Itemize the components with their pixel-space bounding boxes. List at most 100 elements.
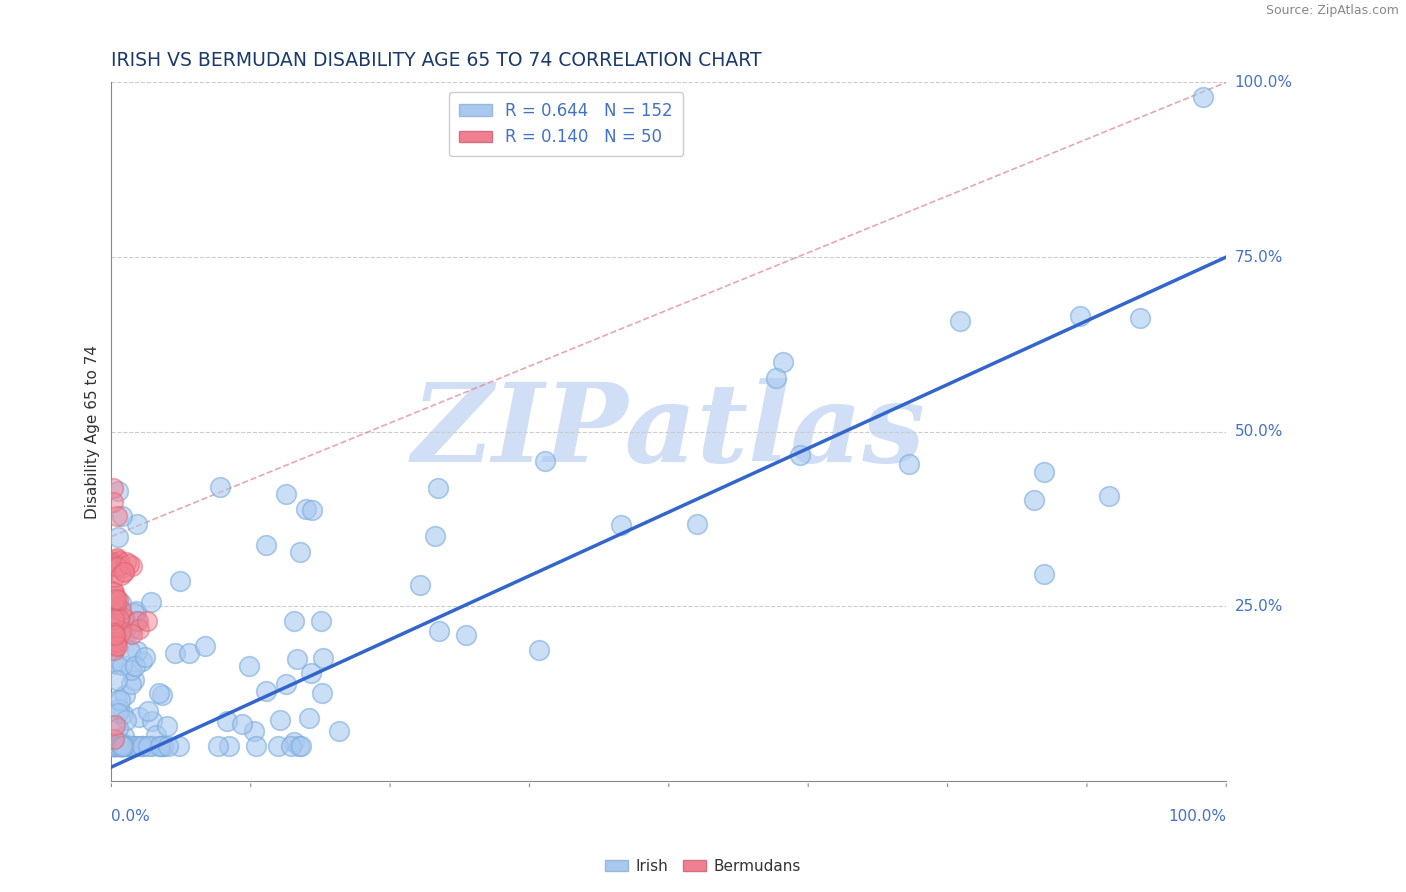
Point	[1098, 489, 1121, 503]
Point	[136, 614, 159, 628]
Point	[107, 530, 129, 544]
Point	[110, 596, 132, 610]
Point	[299, 666, 322, 681]
Point	[1033, 465, 1056, 479]
Text: ZIPatlas: ZIPatlas	[412, 378, 925, 485]
Point	[118, 739, 141, 753]
Point	[111, 739, 134, 753]
Point	[110, 603, 132, 617]
Point	[112, 611, 135, 625]
Point	[104, 739, 127, 753]
Point	[179, 646, 201, 660]
Point	[110, 626, 132, 640]
Point	[101, 481, 124, 495]
Point	[104, 616, 127, 631]
Point	[112, 729, 135, 743]
Point	[156, 739, 179, 753]
Point	[110, 739, 132, 753]
Point	[120, 644, 142, 658]
Point	[298, 711, 321, 725]
Point	[111, 658, 134, 673]
Point	[107, 721, 129, 735]
Point	[103, 593, 125, 607]
Point	[169, 574, 191, 588]
Point	[156, 719, 179, 733]
Point	[120, 663, 142, 677]
Point	[105, 693, 128, 707]
Point	[105, 508, 128, 523]
Point	[101, 739, 124, 753]
Point	[111, 561, 134, 575]
Point	[112, 739, 135, 753]
Point	[121, 739, 143, 753]
Point	[101, 556, 124, 570]
Point	[110, 567, 132, 582]
Point	[104, 629, 127, 643]
Point	[107, 739, 129, 753]
Point	[127, 739, 149, 753]
Point	[131, 739, 153, 753]
Point	[1033, 567, 1056, 582]
Point	[110, 693, 132, 707]
Point	[136, 739, 159, 753]
Point	[125, 517, 148, 532]
Point	[112, 566, 135, 580]
Point	[105, 638, 128, 652]
Text: 100.0%: 100.0%	[1168, 809, 1226, 824]
Point	[107, 627, 129, 641]
Point	[103, 739, 125, 753]
Point	[215, 714, 238, 728]
Point	[105, 552, 128, 566]
Point	[141, 739, 163, 753]
Point	[534, 454, 557, 468]
Point	[149, 739, 172, 753]
Point	[125, 644, 148, 658]
Point	[311, 686, 333, 700]
Point	[152, 739, 174, 753]
Point	[104, 597, 127, 611]
Point	[105, 600, 128, 615]
Point	[134, 649, 156, 664]
Point	[101, 494, 124, 508]
Point	[124, 739, 146, 753]
Point	[104, 739, 127, 753]
Point	[301, 503, 323, 517]
Point	[111, 739, 134, 753]
Point	[610, 518, 633, 533]
Point	[103, 739, 125, 753]
Point	[112, 737, 135, 751]
Point	[287, 739, 309, 753]
Point	[104, 718, 127, 732]
Point	[789, 448, 811, 462]
Point	[114, 739, 136, 753]
Point	[105, 657, 128, 672]
Point	[114, 688, 136, 702]
Point	[112, 565, 135, 579]
Point	[101, 739, 124, 753]
Point	[527, 642, 550, 657]
Point	[145, 728, 167, 742]
Point	[254, 538, 277, 552]
Point	[294, 502, 316, 516]
Legend: R = 0.644   N = 152, R = 0.140   N = 50: R = 0.644 N = 152, R = 0.140 N = 50	[449, 92, 683, 156]
Point	[117, 739, 139, 753]
Point	[290, 739, 312, 753]
Point	[772, 355, 794, 369]
Point	[103, 570, 125, 584]
Point	[285, 651, 308, 665]
Text: 0.0%: 0.0%	[111, 809, 150, 824]
Point	[107, 551, 129, 566]
Point	[283, 735, 305, 749]
Legend: Irish, Bermudans: Irish, Bermudans	[599, 853, 807, 880]
Point	[238, 659, 260, 673]
Point	[131, 739, 153, 753]
Point	[208, 480, 231, 494]
Point	[108, 558, 131, 572]
Point	[111, 509, 134, 524]
Point	[122, 673, 145, 687]
Y-axis label: Disability Age 65 to 74: Disability Age 65 to 74	[86, 344, 100, 518]
Point	[312, 650, 335, 665]
Point	[207, 739, 229, 753]
Text: 100.0%: 100.0%	[1234, 75, 1292, 90]
Point	[103, 608, 125, 623]
